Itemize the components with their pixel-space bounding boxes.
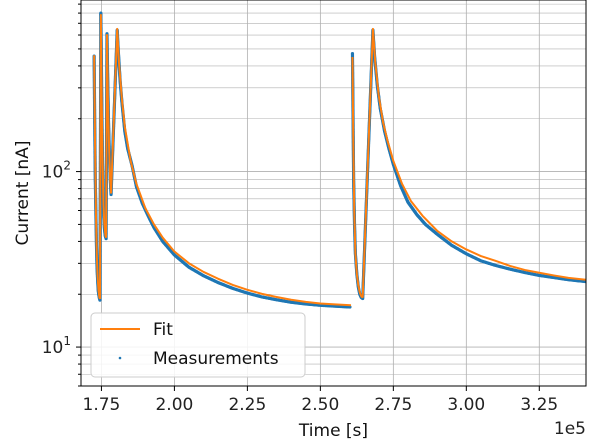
x-axis-label: Time [s] xyxy=(298,421,368,441)
plot-frame xyxy=(80,0,587,387)
legend: Fit Measurements xyxy=(90,312,306,378)
x-tick-label: 2.00 xyxy=(155,395,193,415)
fit-line-segment xyxy=(351,56,364,299)
y-tick-label-exponent: 2 xyxy=(63,159,71,173)
fit-line-segment xyxy=(361,27,586,298)
y-tick-label: 102 xyxy=(42,159,71,183)
legend-box xyxy=(90,312,306,378)
y-axis-label: Current [nA] xyxy=(13,141,33,246)
x-tick-label: 3.25 xyxy=(520,395,558,415)
legend-measurements-swatch xyxy=(118,356,122,360)
legend-fit-label: Fit xyxy=(153,320,173,340)
x-tick-label: 2.25 xyxy=(228,395,266,415)
x-tick-label: 3.00 xyxy=(447,395,485,415)
x-offset-label: 1e5 xyxy=(554,419,586,439)
y-tick-label-base: 10 xyxy=(42,163,64,183)
fit-line-segment xyxy=(105,34,113,238)
y-tick-label-exponent: 1 xyxy=(63,334,71,348)
fit-line-segment xyxy=(110,27,352,307)
y-tick-label: 101 xyxy=(42,334,71,358)
y-tick-label-base: 10 xyxy=(42,338,64,358)
measurement-point xyxy=(583,279,586,284)
x-tick-label: 2.50 xyxy=(301,395,339,415)
x-tick-label: 1.75 xyxy=(83,395,121,415)
x-tick-label: 2.75 xyxy=(374,395,412,415)
legend-measurements-label: Measurements xyxy=(153,349,279,369)
series-layer xyxy=(92,11,586,309)
